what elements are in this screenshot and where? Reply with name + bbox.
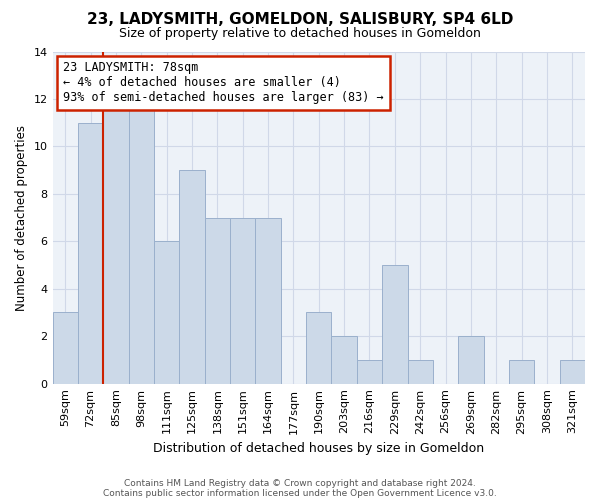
Bar [78,122,103,384]
Bar [205,218,230,384]
Bar [382,265,407,384]
Text: 23 LADYSMITH: 78sqm
← 4% of detached houses are smaller (4)
93% of semi-detached: 23 LADYSMITH: 78sqm ← 4% of detached hou… [63,62,384,104]
Text: Contains public sector information licensed under the Open Government Licence v3: Contains public sector information licen… [103,488,497,498]
Bar [103,99,128,384]
Bar [458,336,484,384]
Text: 23, LADYSMITH, GOMELDON, SALISBURY, SP4 6LD: 23, LADYSMITH, GOMELDON, SALISBURY, SP4 … [87,12,513,28]
Bar [154,242,179,384]
Y-axis label: Number of detached properties: Number of detached properties [15,124,28,310]
Bar [509,360,534,384]
Bar [53,312,78,384]
Bar [306,312,331,384]
Bar [179,170,205,384]
Bar [407,360,433,384]
Bar [230,218,256,384]
Bar [331,336,357,384]
Text: Size of property relative to detached houses in Gomeldon: Size of property relative to detached ho… [119,28,481,40]
X-axis label: Distribution of detached houses by size in Gomeldon: Distribution of detached houses by size … [153,442,484,455]
Bar [560,360,585,384]
Bar [128,99,154,384]
Bar [357,360,382,384]
Bar [256,218,281,384]
Text: Contains HM Land Registry data © Crown copyright and database right 2024.: Contains HM Land Registry data © Crown c… [124,478,476,488]
